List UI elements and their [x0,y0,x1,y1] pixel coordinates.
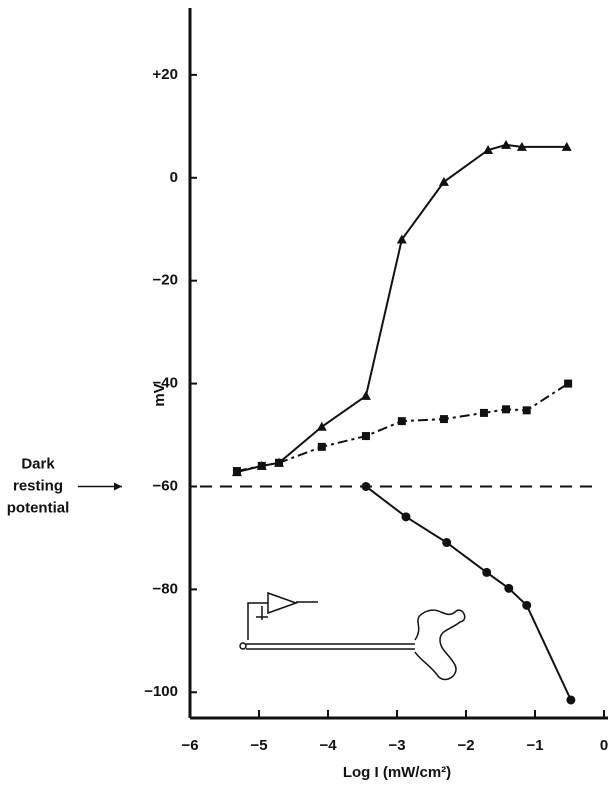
triangle-marker [361,391,371,400]
annotation-arrowhead [114,482,122,490]
square-marker [480,409,488,417]
square-marker [275,459,283,467]
y-tick-label: −100 [144,683,178,700]
y-tick-label: 0 [170,169,178,186]
y-tick-label: −20 [153,272,178,289]
electrode-inset [240,593,465,680]
x-tick-label: 0 [600,737,608,754]
x-tick-label: −5 [250,737,267,754]
square-marker [523,406,531,414]
circle-marker [442,538,451,547]
page: {"chart_data": {"type": "line", "y_label… [0,0,612,787]
square-marker [398,417,406,425]
square-marker [233,467,241,475]
annotation: resting [13,477,63,494]
series-line [366,486,571,700]
circle-marker [482,568,491,577]
circle-marker [566,695,575,704]
square-marker [362,432,370,440]
square-marker [258,462,266,470]
x-tick-label: −1 [526,737,543,754]
x-tick-label: −4 [319,737,337,754]
square-marker [440,415,448,423]
square-marker [318,443,326,451]
circle-marker [522,601,531,610]
annotation: Dark [21,455,55,472]
square-marker [564,380,572,388]
x-axis-label: Log I (mW/cm²) [343,764,451,781]
circle-marker [504,584,513,593]
series-line [237,384,568,471]
square-marker [502,405,510,413]
y-tick-label: +20 [153,66,178,83]
y-tick-label: −40 [153,375,178,392]
chart: mV Log I (mW/cm²) +200−20−40−60−80−100−6… [0,0,612,787]
annotation: potential [7,499,70,516]
circle-marker [361,482,370,491]
circle-marker [401,512,410,521]
y-tick-label: −60 [153,477,178,494]
x-tick-label: −6 [181,737,198,754]
x-tick-label: −2 [457,737,474,754]
x-tick-label: −3 [388,737,405,754]
y-tick-label: −80 [153,580,178,597]
